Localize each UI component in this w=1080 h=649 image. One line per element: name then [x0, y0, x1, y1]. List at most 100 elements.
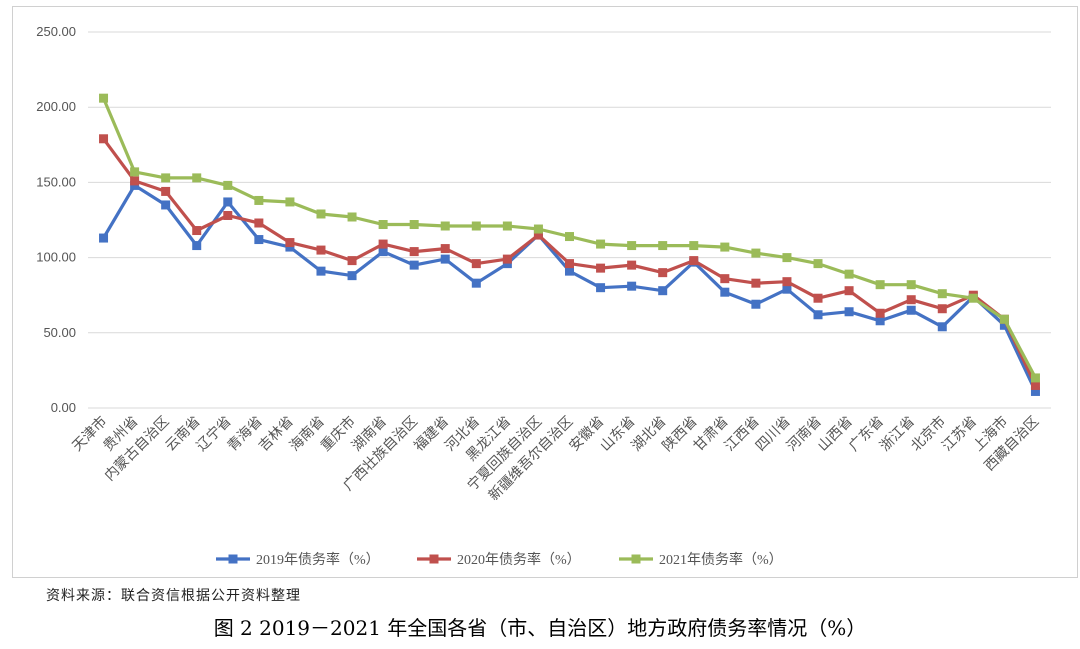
data-point: [658, 286, 668, 296]
data-point: [347, 212, 357, 222]
data-point: [285, 238, 295, 248]
legend-swatch-marker: [429, 554, 439, 564]
data-point: [471, 278, 481, 288]
data-point: [285, 197, 295, 207]
data-point: [99, 233, 109, 243]
data-point: [502, 254, 512, 264]
data-point: [440, 221, 450, 231]
legend-swatch-marker: [228, 554, 238, 564]
legend: 2019年债务率（%） 2020年债务率（%） 2021年债务率（%）: [216, 551, 783, 568]
data-point: [627, 241, 637, 251]
data-point: [937, 322, 947, 332]
data-point: [161, 200, 171, 210]
data-point: [844, 307, 854, 317]
data-point: [533, 224, 543, 234]
data-point: [782, 284, 792, 294]
data-point: [378, 239, 388, 249]
data-point: [223, 197, 233, 207]
legend-item: 2021年债务率（%）: [619, 551, 783, 568]
data-point: [596, 239, 606, 249]
series-2: [99, 93, 1040, 383]
data-point: [999, 320, 1009, 330]
x-axis-ticks: 天津市贵州省内蒙古自治区云南省辽宁省青海省吉林省海南省重庆市湖南省广西壮族自治区…: [69, 413, 1043, 504]
data-point: [751, 248, 761, 258]
data-point: [720, 274, 730, 284]
data-point: [192, 173, 202, 183]
data-point: [658, 241, 668, 251]
data-point: [875, 308, 885, 318]
series-1: [99, 134, 1040, 390]
data-point: [596, 263, 606, 273]
data-point: [627, 281, 637, 291]
data-point: [440, 254, 450, 264]
data-point: [1030, 380, 1040, 390]
data-point: [751, 299, 761, 309]
data-point: [565, 259, 574, 269]
data-point: [813, 259, 823, 269]
y-tick-label: 0.00: [51, 400, 76, 415]
series-lines: [99, 93, 1040, 396]
y-axis-ticks: 0.00 50.00 100.00 150.00 200.00 250.00: [36, 24, 76, 415]
data-point: [316, 209, 326, 219]
data-point: [627, 260, 637, 270]
data-point: [161, 186, 171, 196]
data-point: [471, 259, 481, 269]
data-point: [378, 220, 388, 230]
data-point: [751, 278, 761, 288]
data-point: [409, 260, 419, 270]
data-point: [565, 266, 574, 276]
data-point: [409, 247, 419, 257]
data-point: [99, 134, 109, 144]
legend-label: 2021年债务率（%）: [659, 551, 783, 568]
legend-item: 2020年债务率（%）: [417, 551, 581, 568]
data-point: [875, 280, 885, 290]
data-point: [720, 287, 730, 297]
series-line: [102, 183, 1037, 393]
data-point: [471, 221, 481, 231]
data-point: [658, 268, 668, 278]
data-point: [130, 167, 140, 177]
data-point: [130, 176, 140, 186]
data-point: [254, 235, 264, 245]
legend-swatch-marker: [631, 554, 641, 564]
y-tick-label: 150.00: [36, 174, 76, 189]
data-point: [161, 173, 171, 183]
data-point: [565, 232, 574, 242]
data-point: [1030, 386, 1040, 396]
data-point: [99, 93, 109, 103]
data-point: [968, 293, 978, 303]
y-tick-label: 50.00: [43, 325, 76, 340]
data-point: [533, 230, 543, 240]
y-tick-label: 250.00: [36, 24, 76, 39]
data-point: [440, 244, 450, 254]
data-point: [937, 289, 947, 299]
data-point: [192, 226, 202, 236]
data-point: [689, 241, 699, 251]
y-tick-label: 200.00: [36, 99, 76, 114]
data-point: [689, 256, 699, 266]
data-point: [378, 247, 388, 257]
data-point: [875, 316, 885, 326]
figure-caption: 图 2 2019－2021 年全国各省（市、自治区）地方政府债务率情况（%）: [213, 616, 867, 640]
data-point: [254, 218, 264, 228]
legend-item: 2019年债务率（%）: [216, 551, 380, 568]
data-point: [285, 242, 295, 252]
data-point: [937, 304, 947, 314]
source-note: 资料来源：联合资信根据公开资料整理: [46, 588, 301, 604]
data-point: [906, 295, 916, 305]
data-point: [502, 259, 512, 269]
data-point: [844, 269, 854, 279]
y-tick-label: 100.00: [36, 250, 76, 265]
data-point: [316, 245, 326, 255]
series-0: [99, 180, 1040, 396]
data-point: [223, 210, 233, 220]
data-point: [347, 271, 357, 281]
data-point: [999, 314, 1009, 324]
data-point: [502, 221, 512, 231]
data-point: [347, 256, 357, 266]
gridlines: [88, 31, 1051, 409]
data-point: [1030, 373, 1040, 383]
legend-label: 2020年债务率（%）: [457, 551, 581, 568]
data-point: [130, 180, 140, 190]
data-point: [906, 305, 916, 315]
